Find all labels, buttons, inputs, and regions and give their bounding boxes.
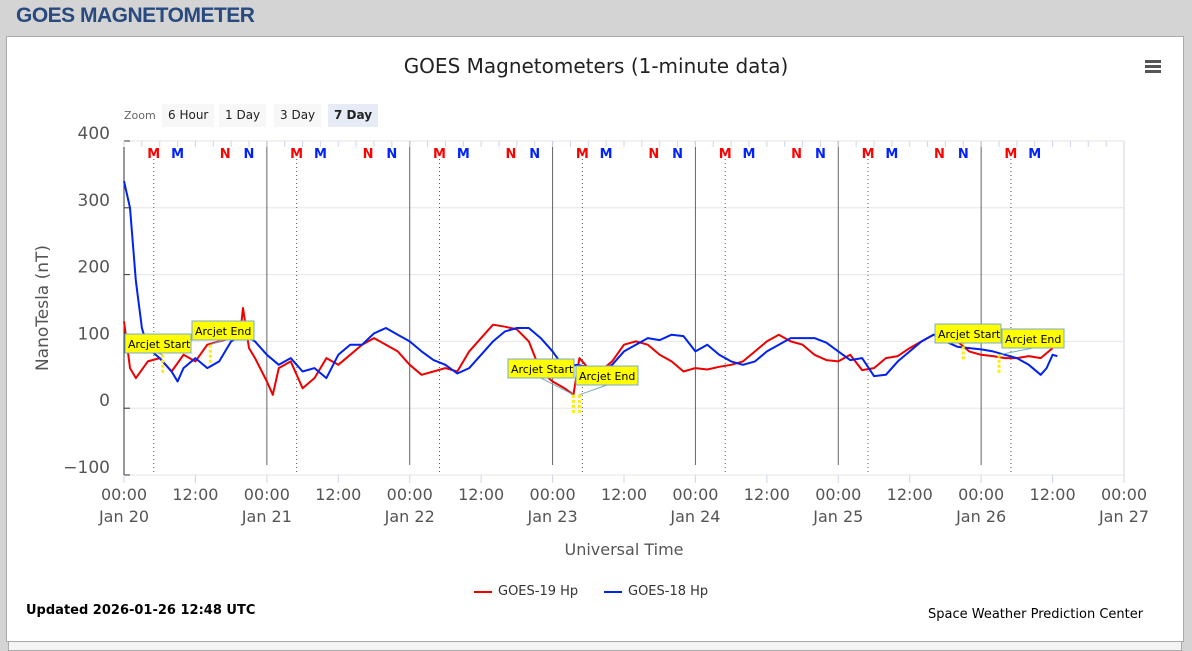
marker-n: N [363,147,374,162]
annotation-box [191,320,255,341]
marker-m: M [433,147,446,162]
x-tick-label: 12:00 [172,485,218,504]
y-tick-label: 100 [78,324,110,344]
y-tick-label: 400 [78,124,110,144]
x-tick-date: Jan 26 [955,507,1006,526]
marker-n: N [958,147,969,162]
y-tick-label: 0 [99,391,110,411]
legend-goes-18[interactable]: GOES-18 Hp [604,584,708,599]
annotation-box [1001,328,1065,349]
marker-m: M [314,147,327,162]
series-line-goes-19-hp [123,307,1054,396]
zoom-label: Zoom [124,109,156,122]
hamburger-icon-bar [1145,70,1161,73]
x-tick-label: 12:00 [601,485,647,504]
x-tick-label: 12:00 [458,485,504,504]
marker-m: M [600,147,613,162]
marker-m: M [719,147,732,162]
marker-n: N [672,147,683,162]
legend-swatch [474,590,492,593]
x-tick-label: 12:00 [1030,485,1076,504]
marker-m: M [885,147,898,162]
marker-n: N [815,147,826,162]
x-tick-date: Jan 22 [384,507,435,526]
legend-swatch [604,590,622,593]
marker-n: N [934,147,945,162]
annotation-label: Arcjet Start [938,328,1001,341]
annotation-connector [998,347,1034,356]
annotation-label: Arcjet Start [511,363,574,376]
x-tick-label: 00:00 [530,485,576,504]
x-tick-label: 00:00 [101,485,147,504]
marker-n: N [244,147,255,162]
x-tick-label: 12:00 [887,485,933,504]
marker-m: M [862,147,875,162]
marker-n: N [529,147,540,162]
marker-m: M [576,147,589,162]
annotation-label: Arcjet Start [128,338,191,351]
x-tick-label: 12:00 [744,485,790,504]
x-tick-label: 00:00 [387,485,433,504]
marker-n: N [505,147,516,162]
marker-m: M [1028,147,1041,162]
x-tick-date: Jan 25 [812,507,863,526]
annotation-label: Arcjet End [579,370,635,383]
hamburger-icon [1145,60,1161,63]
legend-goes-19[interactable]: GOES-19 Hp [474,584,578,599]
zoom-1-day-button[interactable]: 1 Day [219,104,267,127]
credit-text: Space Weather Prediction Center [928,607,1144,622]
annotation-box [124,333,192,354]
y-tick-label: 300 [78,191,110,211]
annotation-label: Arcjet End [1005,333,1061,346]
series-line-goes-18-hp [123,180,1058,383]
marker-n: N [791,147,802,162]
chart-menu-button[interactable] [1145,60,1161,75]
zoom-7-day-button[interactable]: 7 Day [328,104,379,127]
zoom-6-hour-button[interactable]: 6 Hour [162,104,215,127]
page-header-title: GOES MAGNETOMETER [16,4,255,27]
marker-m: M [147,147,160,162]
annotation-connector [540,377,574,396]
y-axis-title: NanoTesla (nT) [33,245,53,371]
annotation-box [934,323,1002,344]
plot-area [123,140,1125,476]
marker-m: M [1004,147,1017,162]
legend-label: GOES-18 Hp [628,584,709,599]
x-tick-label: 00:00 [958,485,1004,504]
annotation-connector [210,339,224,346]
x-axis-title: Universal Time [564,540,683,559]
x-tick-label: 00:00 [244,485,290,504]
zoom-3-day-button[interactable]: 3 Day [274,104,322,127]
annotation-label: Arcjet End [195,325,251,338]
y-tick-label: −100 [63,458,110,478]
x-tick-label: 00:00 [815,485,861,504]
marker-m: M [743,147,756,162]
marker-m: M [171,147,184,162]
marker-m: M [457,147,470,162]
annotation-connector [579,384,608,396]
marker-n: N [220,147,231,162]
marker-m: M [290,147,303,162]
x-tick-label: 00:00 [1101,485,1147,504]
marker-n: N [386,147,397,162]
annotation-box [575,365,639,386]
marker-n: N [648,147,659,162]
x-tick-date: Jan 20 [98,507,149,526]
x-tick-date: Jan 27 [1098,507,1149,526]
x-tick-label: 00:00 [672,485,718,504]
y-tick-label: 200 [78,258,110,278]
hamburger-icon-bar [1145,65,1161,68]
legend-label: GOES-19 Hp [498,584,579,599]
chart-title: GOES Magnetometers (1-minute data) [403,54,789,78]
x-tick-date: Jan 23 [527,507,578,526]
annotation-box [507,358,575,379]
updated-timestamp: Updated 2026-01-26 12:48 UTC [26,603,256,618]
x-tick-date: Jan 21 [241,507,292,526]
x-tick-label: 12:00 [315,485,361,504]
x-tick-date: Jan 24 [669,507,720,526]
